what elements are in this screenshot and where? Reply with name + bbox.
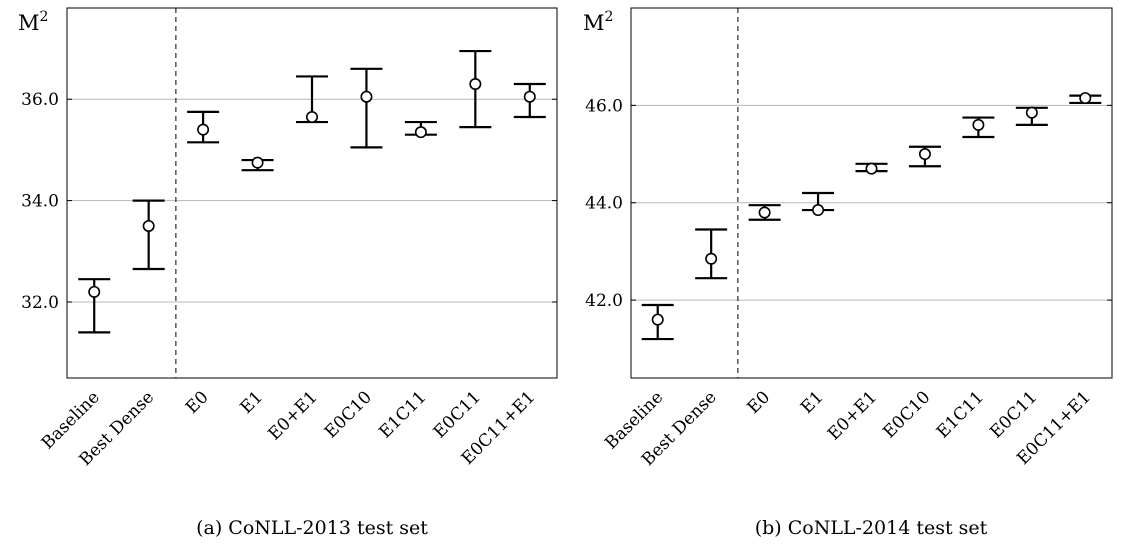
data-point [1025,106,1038,119]
data-point [865,162,878,175]
x-tick-label: E0 [744,387,775,418]
y-tick-label: 46.0 [585,96,623,116]
data-point [197,123,210,136]
y-tick-label: 42.0 [585,291,623,311]
y-tick-label: 32.0 [21,293,59,313]
data-point [812,204,825,217]
y-tick-label: 34.0 [21,192,59,212]
data-point [414,126,427,139]
y-axis-label: M2 [583,9,613,35]
y-tick-label: 36.0 [21,90,59,110]
plot-frame [630,7,1113,379]
error-bar [350,67,383,149]
data-point [651,313,664,326]
data-point [360,90,373,103]
y-axis-label: M2 [18,9,48,35]
x-tick-label: E1C11 [933,387,988,442]
x-tick-label: E1 [797,387,828,418]
x-tick-label: E0C11 [430,387,485,442]
x-tick-label: E1 [237,387,268,418]
y-tick-label: 44.0 [585,194,623,214]
x-tick-label: E0C10 [879,387,934,442]
data-point [469,78,482,91]
data-point [251,156,264,169]
x-tick-label: E0+E1 [264,387,321,444]
data-point [305,110,318,123]
error-bar [132,199,165,271]
x-tick-label: E0C10 [321,387,376,442]
x-tick-label: E0+E1 [824,387,881,444]
y-axis-label-superscript: 2 [605,9,614,25]
y-axis-label-superscript: 2 [40,9,49,25]
data-point [88,285,101,298]
data-point [758,206,771,219]
plot-frame [66,7,558,379]
chart-caption: (b) CoNLL-2014 test set [755,517,988,539]
data-point [918,148,931,161]
data-point [972,118,985,131]
x-tick-label: E0 [182,387,213,418]
data-point [142,219,155,232]
data-point [1079,92,1092,105]
chart-caption: (a) CoNLL-2013 test set [196,517,428,539]
data-point [523,90,536,103]
x-tick-label: E1C11 [375,387,430,442]
data-point [705,252,718,265]
